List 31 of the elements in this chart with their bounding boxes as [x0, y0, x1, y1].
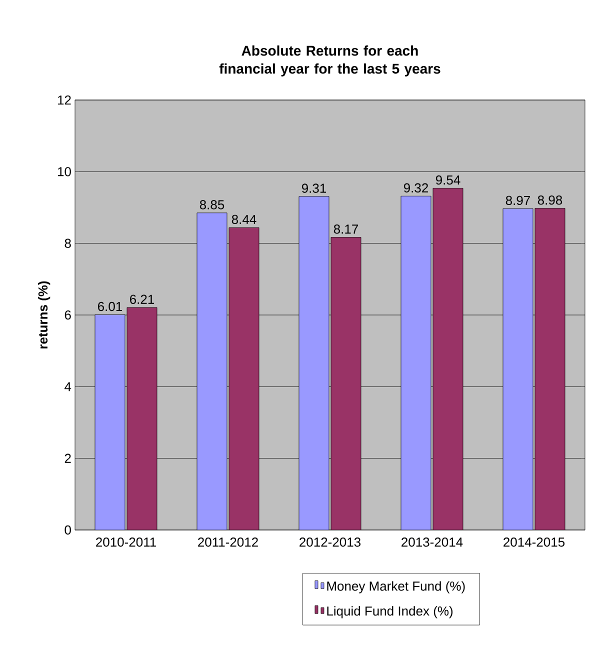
- data-label: 8.44: [232, 214, 256, 224]
- bar: [126, 307, 158, 530]
- data-label: 6.21: [130, 294, 154, 304]
- bar: [228, 227, 260, 530]
- data-label: 8.97: [506, 196, 530, 206]
- data-label: 8.85: [200, 200, 224, 210]
- legend-label: Money Market Fund (%): [327, 581, 465, 594]
- x-tick-label: 2013-2014: [402, 538, 463, 547]
- data-label: 9.31: [302, 184, 326, 193]
- y-tick-label: 6: [64, 310, 71, 320]
- x-tick-label: 2012-2013: [300, 538, 360, 547]
- legend-label: Liquid Fund Index (%): [327, 606, 453, 618]
- x-tick-label: 2011-2012: [198, 538, 258, 547]
- data-label: 9.32: [404, 183, 428, 192]
- data-label: 6.01: [98, 302, 122, 312]
- y-tick-label: 10: [58, 167, 71, 176]
- y-tick-label: 2: [64, 454, 71, 463]
- data-label: 9.54: [436, 175, 460, 185]
- y-tick-label: 12: [58, 95, 71, 105]
- y-axis-title: returns (%): [38, 281, 50, 348]
- x-tick-label: 2014-2015: [504, 538, 565, 547]
- data-label: 8.98: [538, 195, 562, 205]
- y-tick-label: 8: [64, 238, 71, 248]
- y-tick-label: 4: [64, 382, 72, 392]
- bar: [330, 237, 362, 530]
- bar: [432, 188, 464, 530]
- chart-title: Absolute Returns for each financial year for the last 5 years: [219, 45, 440, 76]
- bar: [534, 208, 566, 530]
- y-tick-label: 0: [64, 525, 71, 535]
- x-tick-label: 2010-2011: [96, 538, 156, 547]
- data-label: 8.17: [334, 224, 358, 234]
